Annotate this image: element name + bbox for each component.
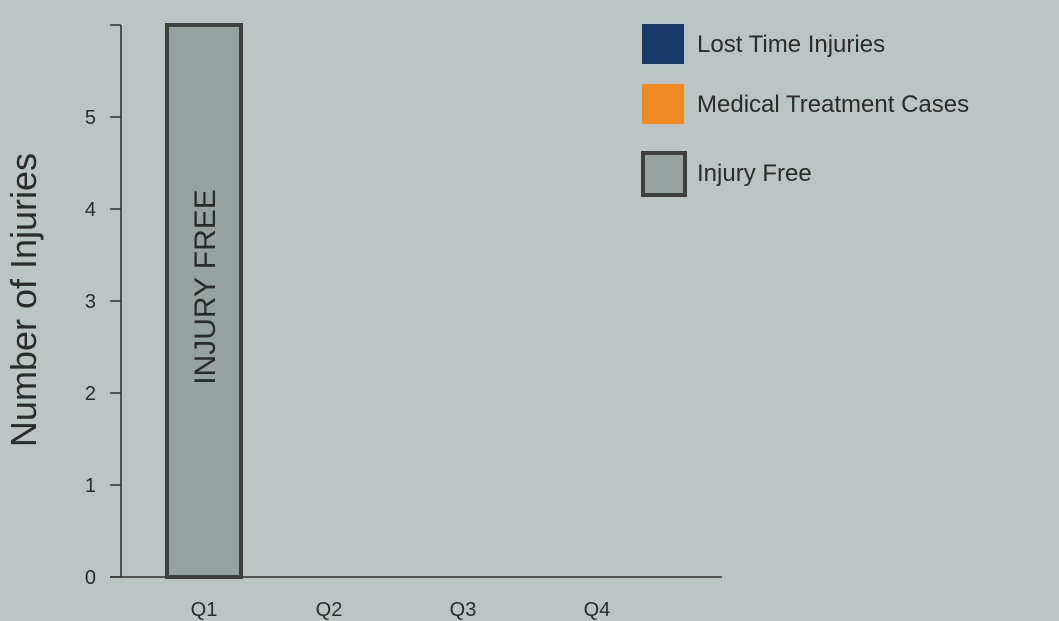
x-tick-label: Q2	[316, 599, 343, 621]
legend-label: Medical Treatment Cases	[697, 91, 969, 118]
y-tick-label: 3	[85, 291, 96, 313]
y-axis-ticks: 0 1 2 3 4 5	[85, 24, 121, 589]
y-tick-label: 1	[85, 475, 96, 497]
bar	[165, 23, 243, 579]
legend-label: Injury Free	[697, 160, 812, 187]
legend: Lost Time Injuries Medical Treatment Case…	[641, 24, 969, 197]
legend-swatch	[641, 151, 687, 197]
x-tick-label: Q1	[191, 599, 218, 621]
legend-label: Lost Time Injuries	[697, 31, 885, 58]
legend-swatch	[642, 24, 684, 64]
x-tick-label: Q3	[450, 599, 477, 621]
y-tick-label: 2	[85, 383, 96, 405]
y-tick-label: 0	[85, 567, 96, 589]
y-axis-label: Number of Injuries	[3, 153, 44, 447]
legend-swatch	[642, 84, 684, 124]
y-tick-label: 4	[85, 199, 96, 221]
x-axis-ticks: Q1 Q2 Q3 Q4	[191, 599, 611, 621]
x-tick-label: Q4	[584, 599, 611, 621]
y-tick-label: 5	[85, 107, 96, 129]
bars: INJURY FREE	[165, 23, 243, 579]
bar-annotation: INJURY FREE	[189, 189, 222, 385]
